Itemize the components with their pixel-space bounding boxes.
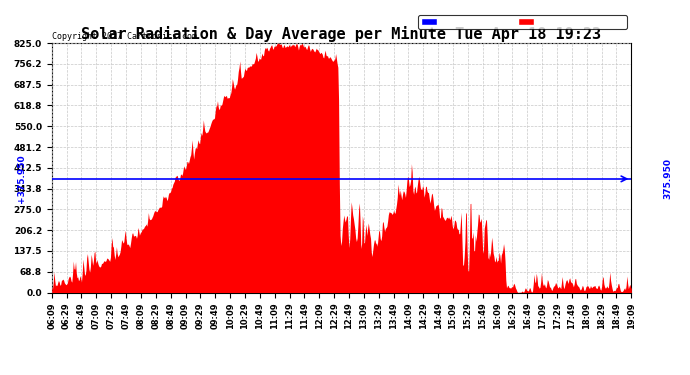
Title: Solar Radiation & Day Average per Minute Tue Apr 18 19:23: Solar Radiation & Day Average per Minute… [81, 26, 602, 42]
Text: Copyright 2017 Cartronics.com: Copyright 2017 Cartronics.com [52, 32, 197, 41]
Text: 375.950: 375.950 [663, 158, 672, 200]
Text: +375.950: +375.950 [17, 154, 26, 203]
Legend: Median (w/m2), Radiation (w/m2): Median (w/m2), Radiation (w/m2) [418, 15, 627, 29]
